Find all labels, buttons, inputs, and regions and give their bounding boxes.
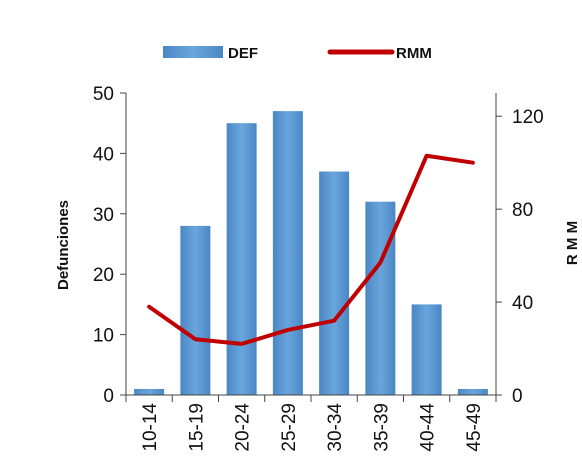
y2-axis-title: R M M [564, 221, 581, 265]
y-tick-label: 30 [93, 205, 114, 226]
rmm-point-30-34 [333, 320, 335, 322]
legend-label-def: DEF [228, 45, 258, 62]
y-axis-ticks: 0 10 20 30 40 50 [93, 84, 126, 407]
rmm-point-25-29 [287, 329, 289, 331]
y-tick-label: 40 [93, 144, 114, 165]
y-tick-label: 0 [103, 386, 114, 407]
bar-40-44 [411, 304, 442, 395]
bar-15-19 [180, 225, 211, 395]
y2-tick-label: 0 [512, 386, 523, 407]
x-tick-label: 30-34 [325, 403, 346, 452]
rmm-point-10-14 [148, 306, 150, 308]
y2-tick-label: 120 [512, 107, 544, 128]
y-axis-title: Defunciones [55, 200, 72, 290]
rmm-point-35-39 [379, 262, 381, 264]
bar-series-def [134, 111, 488, 396]
x-tick-label: 45-49 [464, 403, 485, 452]
y2-tick-label: 40 [512, 293, 533, 314]
legend: DEF RMM [163, 45, 432, 62]
y-tick-label: 20 [93, 265, 114, 286]
rmm-line [147, 153, 475, 346]
line-series-rmm [147, 153, 475, 346]
bar-25-29 [272, 111, 303, 396]
rmm-point-20-24 [241, 343, 243, 345]
x-tick-label: 20-24 [233, 403, 254, 452]
y2-axis-ticks: 0 40 80 120 [496, 107, 544, 407]
y-tick-label: 50 [93, 84, 114, 105]
legend-swatch-def [163, 46, 223, 58]
y-tick-label: 10 [93, 326, 114, 347]
bar-20-24 [226, 123, 257, 395]
bar-10-14 [134, 388, 165, 395]
rmm-point-45-49 [472, 162, 474, 164]
x-tick-label: 35-39 [371, 403, 392, 452]
bar-35-39 [365, 201, 396, 395]
rmm-point-15-19 [194, 338, 196, 340]
y2-tick-label: 80 [512, 200, 533, 221]
bar-30-34 [319, 171, 350, 395]
bar-45-49 [457, 388, 488, 395]
x-tick-label: 10-14 [140, 403, 161, 452]
x-tick-label: 15-19 [186, 403, 207, 452]
x-tick-label: 40-44 [418, 403, 439, 452]
x-tick-label: 25-29 [279, 403, 300, 452]
legend-label-rmm: RMM [396, 45, 432, 62]
x-axis-ticks: 10-14 15-19 20-24 25-29 30-34 35-39 40-44 45-49 [125, 395, 497, 452]
rmm-point-40-44 [426, 155, 428, 157]
